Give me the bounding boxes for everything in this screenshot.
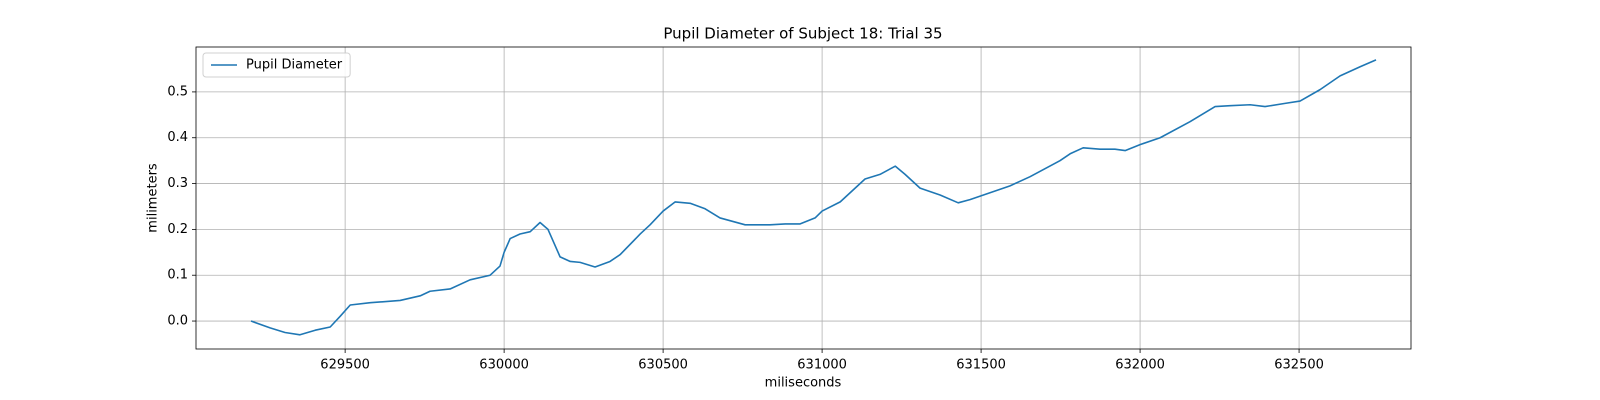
x-tick-label: 630500 xyxy=(638,358,688,373)
y-tick-label: 0.0 xyxy=(167,314,188,329)
y-tick-label: 0.4 xyxy=(167,130,188,145)
data-line xyxy=(250,59,1377,336)
x-tick-label: 631000 xyxy=(797,358,847,373)
x-tick-label: 631500 xyxy=(956,358,1006,373)
y-tick-label: 0.1 xyxy=(167,268,188,283)
x-axis-label: miliseconds xyxy=(765,376,842,391)
y-tick-label: 0.3 xyxy=(167,176,188,191)
y-axis-label: milimeters xyxy=(146,163,161,233)
x-tick-label: 630000 xyxy=(479,358,529,373)
y-tick-label: 0.2 xyxy=(167,222,188,237)
x-tick-label: 632000 xyxy=(1115,358,1165,373)
x-tick-label: 632500 xyxy=(1274,358,1324,373)
chart-title: Pupil Diameter of Subject 18: Trial 35 xyxy=(663,25,942,43)
plot-frame xyxy=(195,46,1412,350)
y-tick-label: 0.5 xyxy=(167,84,188,99)
legend-label: Pupil Diameter xyxy=(246,58,343,73)
legend-box xyxy=(202,52,351,78)
x-tick-label: 629500 xyxy=(320,358,370,373)
